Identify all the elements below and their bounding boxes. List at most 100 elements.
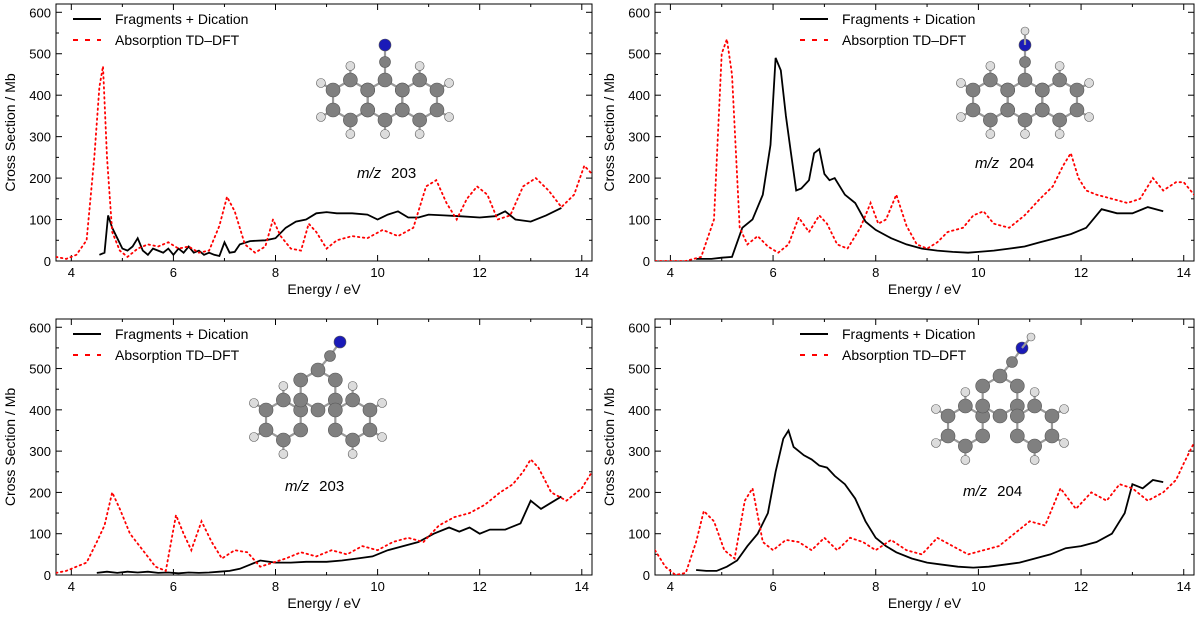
carbon-atom: [958, 438, 973, 454]
carbon-atom: [1000, 82, 1015, 98]
carbon-atom: [975, 428, 990, 444]
molecule-phenanthrene-cn: [249, 335, 387, 459]
carbon-atom: [965, 102, 981, 118]
mz-prefix: m/z: [285, 478, 310, 495]
carbon-atom: [395, 82, 410, 98]
mz-annotation: m/z 203: [357, 165, 416, 182]
carbon-atom: [1000, 102, 1015, 118]
legend-label-fragments: Fragments + Dication: [115, 11, 248, 27]
carbon-atom: [343, 112, 358, 128]
y-tick-label: 600: [29, 5, 51, 20]
series-line-tddft: [56, 66, 592, 260]
carbon-atom: [412, 72, 427, 88]
carbon-atom: [429, 102, 445, 118]
mz-annotation: m/z 203: [285, 478, 344, 495]
carbon-atom: [258, 422, 274, 438]
mz-annotation: m/z 204: [975, 155, 1034, 172]
carbon-atom: [293, 392, 308, 408]
carbon-atom: [276, 432, 291, 448]
x-tick-label: 12: [1074, 265, 1088, 280]
hydrogen-atom: [1059, 438, 1069, 448]
carbon-atom: [293, 372, 308, 388]
hydrogen-atom: [345, 61, 356, 71]
y-tick-label: 200: [628, 171, 650, 186]
y-tick-label: 400: [29, 403, 51, 418]
x-tick-label: 14: [575, 579, 589, 594]
hydrogen-atom: [960, 455, 971, 465]
mz-value: 203: [319, 478, 344, 495]
y-tick-label: 500: [29, 47, 51, 62]
carbon-atom: [1010, 408, 1025, 424]
y-axis-label: Cross Section / Mb: [601, 73, 617, 191]
hydrogen-atom: [956, 112, 966, 122]
legend-label-fragments: Fragments + Dication: [842, 11, 975, 27]
hydrogen-atom: [377, 398, 387, 408]
x-tick-label: 10: [370, 579, 384, 594]
carbon-atom: [362, 422, 378, 438]
hydrogen-atom: [345, 129, 356, 139]
y-tick-label: 500: [29, 362, 51, 377]
y-tick-label: 600: [29, 320, 51, 335]
series-line-fragments: [99, 207, 562, 258]
legend-label-fragments: Fragments + Dication: [115, 326, 248, 342]
hydrogen-atom: [1029, 455, 1040, 465]
hydrogen-atom: [956, 78, 966, 88]
chart-panel-bottom-right: 4 6 8 10 12 14 0 100 200 300 400 500 600 Energy / eV C…: [601, 318, 1195, 611]
y-tick-label: 100: [29, 213, 51, 228]
carbon-atom: [258, 402, 274, 418]
carbon-atom: [965, 82, 981, 98]
carbon-atom: [310, 402, 326, 418]
carbon-atom: [1010, 378, 1025, 394]
x-tick-label: 6: [769, 579, 776, 594]
y-tick-label: 200: [29, 171, 51, 186]
carbon-atom: [360, 82, 375, 98]
x-tick-label: 8: [872, 265, 879, 280]
series-line-fragments: [696, 57, 1164, 260]
y-tick-label: 600: [628, 5, 650, 20]
y-tick-label: 300: [628, 130, 650, 145]
carbon-atom: [276, 392, 291, 408]
carbon-atom: [958, 398, 973, 414]
carbon-atom: [975, 378, 990, 394]
carbon-atom: [992, 368, 1008, 384]
carbon-atom: [975, 398, 990, 414]
hydrogen-atom: [347, 381, 358, 391]
x-tick-label: 10: [971, 265, 985, 280]
x-tick-label: 6: [170, 579, 177, 594]
carbon-atom: [992, 408, 1008, 424]
carbon-atom: [1052, 72, 1067, 88]
y-tick-label: 100: [628, 213, 650, 228]
y-tick-label: 400: [628, 88, 650, 103]
hydrogen-atom: [1054, 61, 1065, 71]
x-tick-label: 4: [68, 579, 75, 594]
series-line-tddft: [56, 457, 592, 574]
y-axis-label: Cross Section / Mb: [601, 388, 617, 506]
mz-value: 204: [997, 483, 1022, 500]
carbon-atom: [1044, 408, 1060, 424]
x-tick-label: 14: [1176, 265, 1190, 280]
hydrogen-atom: [1054, 129, 1065, 139]
carbon-atom: [325, 102, 341, 118]
chart-panel-top-right: 4 6 8 10 12 14 0 100 200 300 400 500 600 Energy / eV C…: [601, 3, 1195, 297]
hydrogen-atom: [380, 129, 390, 139]
carbon-atom: [293, 422, 308, 438]
carbon-atom: [345, 392, 360, 408]
y-tick-label: 0: [44, 254, 51, 269]
hydrogen-atom: [249, 432, 259, 442]
hydrogen-atom: [985, 129, 996, 139]
hydrogen-atom: [931, 438, 941, 448]
carbon-atom: [379, 56, 391, 68]
x-tick-label: 4: [667, 579, 674, 594]
mz-prefix: m/z: [963, 483, 988, 500]
plot-frame: [55, 318, 593, 576]
x-tick-label: 12: [472, 579, 486, 594]
series-line-fragments: [696, 428, 1164, 572]
carbon-atom: [343, 72, 358, 88]
carbon-atom: [1052, 112, 1067, 128]
carbon-atom: [983, 72, 998, 88]
y-tick-label: 400: [628, 403, 650, 418]
mz-annotation: m/z 204: [963, 483, 1022, 500]
carbon-atom: [1027, 438, 1042, 454]
carbon-atom: [1019, 56, 1031, 68]
